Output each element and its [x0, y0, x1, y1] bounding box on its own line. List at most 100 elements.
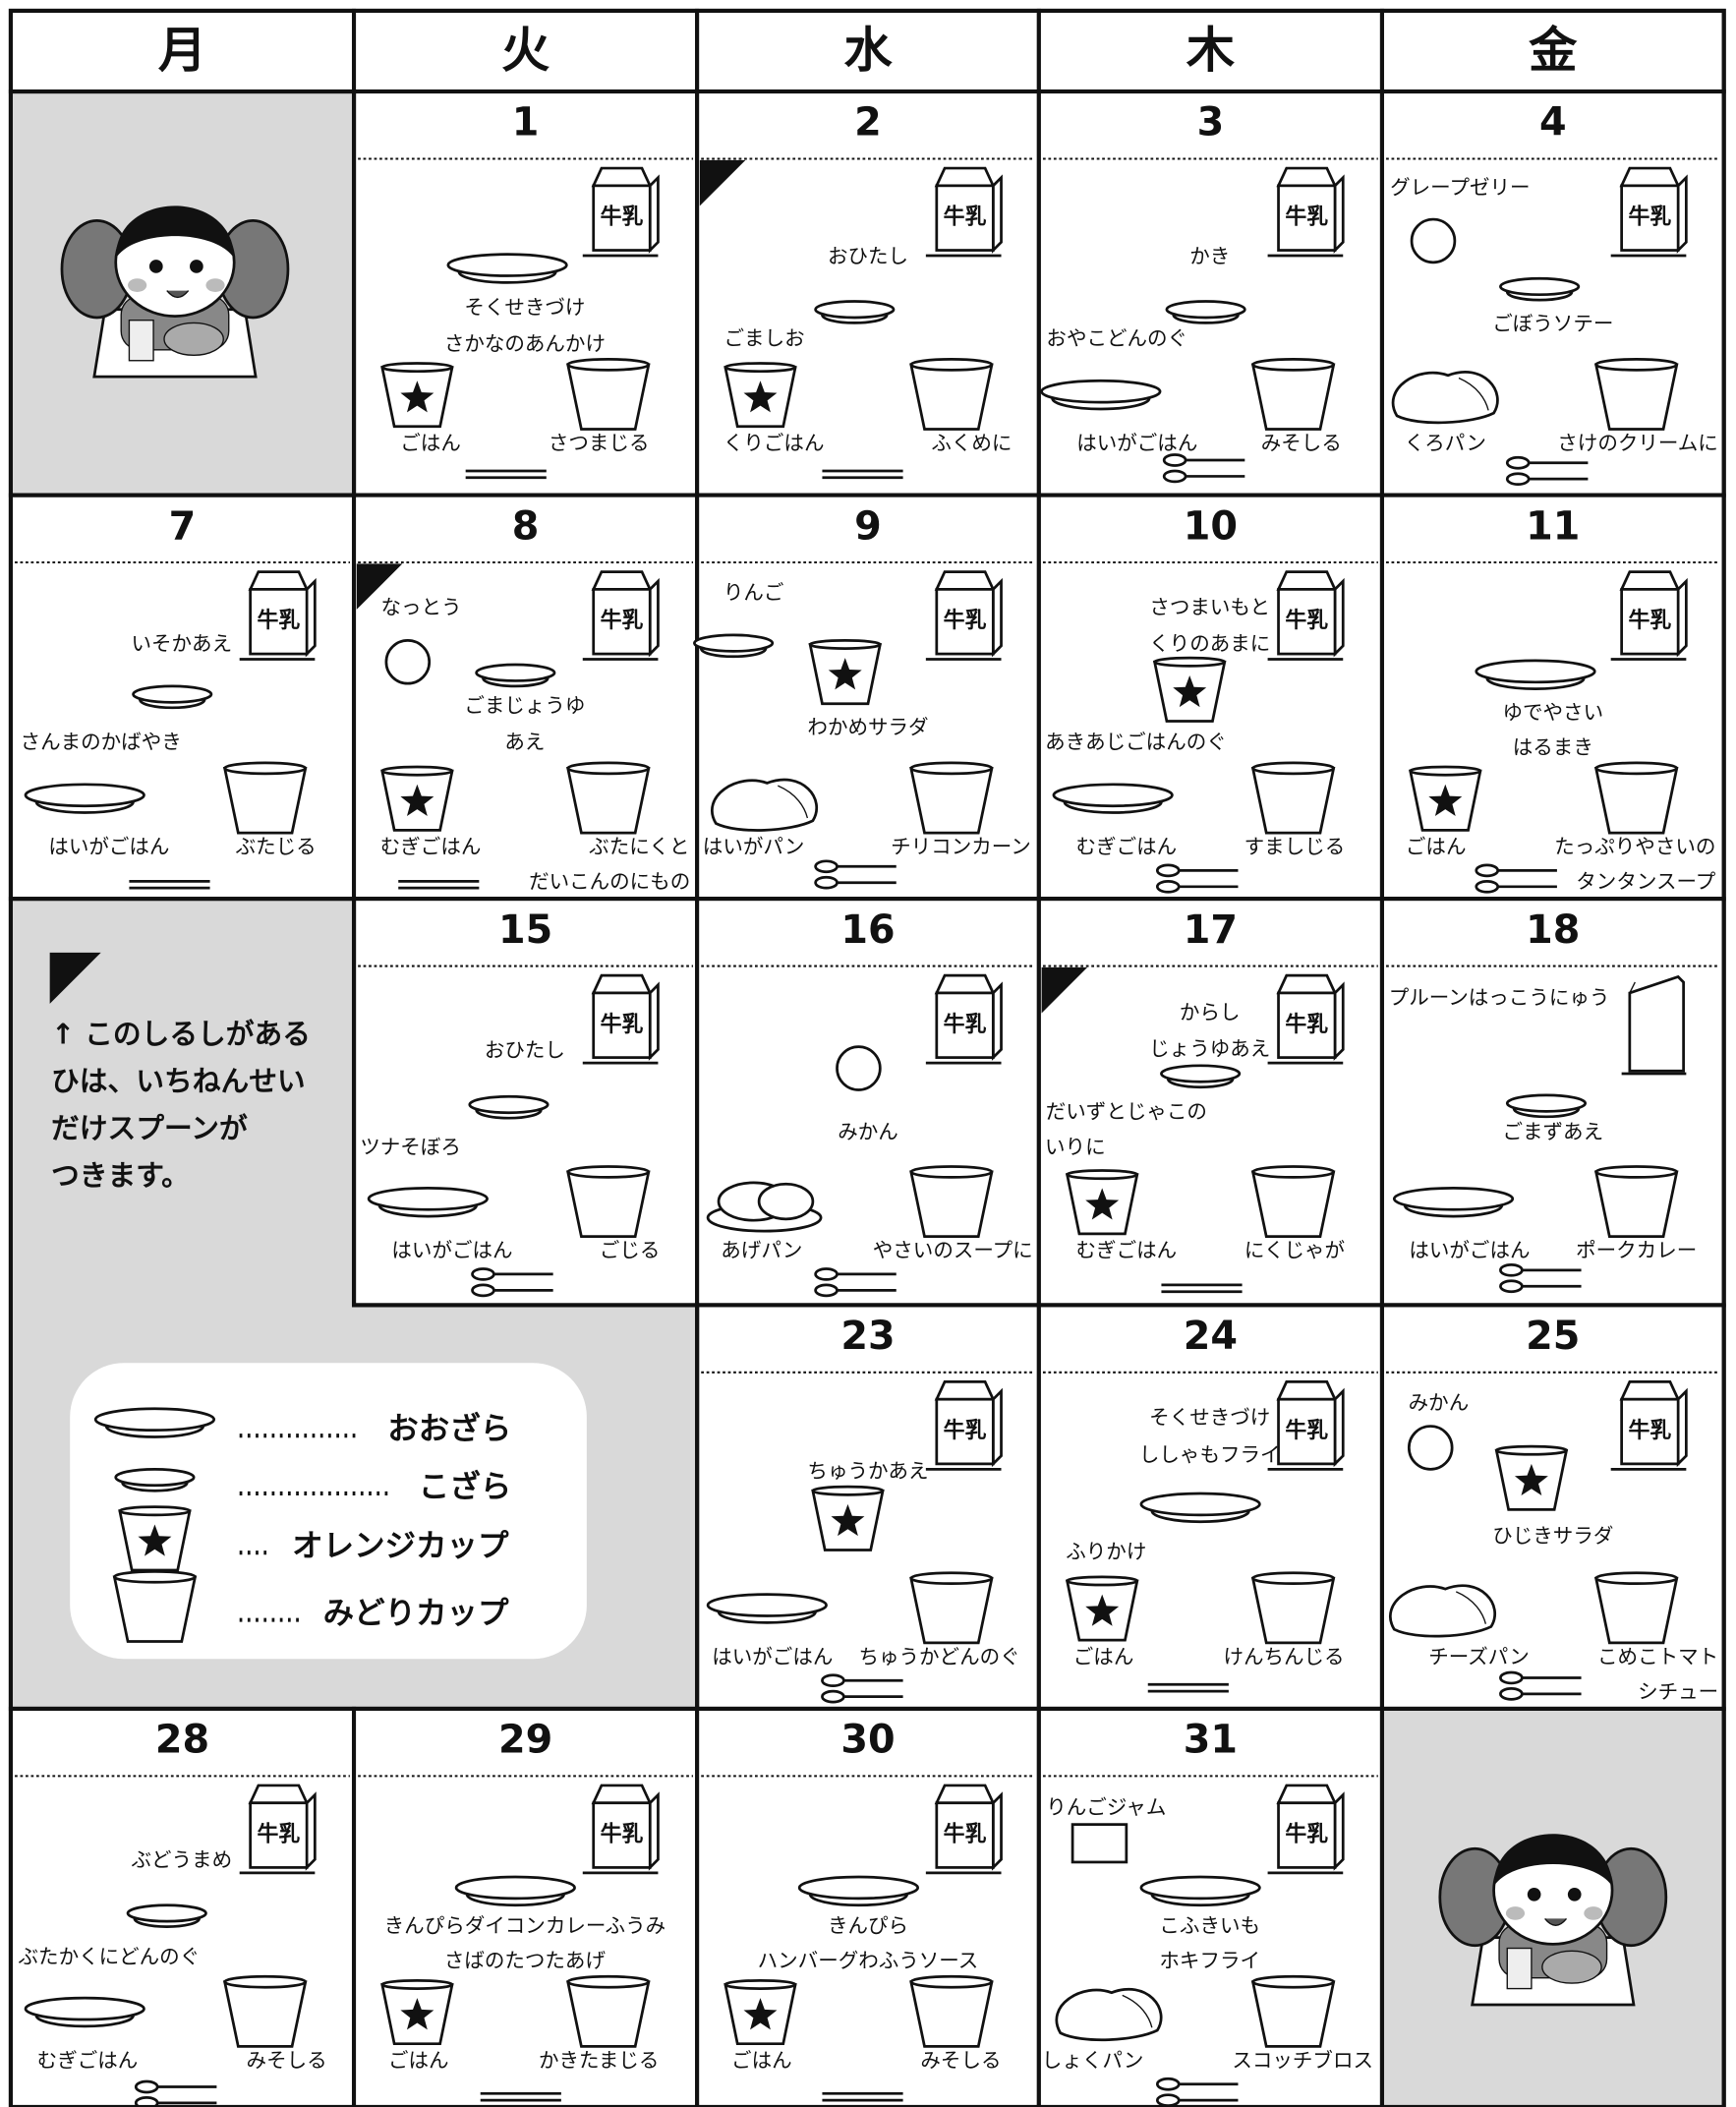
green-cup: [1593, 767, 1679, 835]
cup-rim: [723, 362, 797, 374]
menu-item: さばのたつたあげ: [444, 1949, 607, 1972]
menu-item: ツナそぼろ: [360, 1135, 461, 1158]
glass: [128, 320, 154, 362]
menu-item: からし: [1180, 1000, 1241, 1024]
date: 9: [854, 503, 882, 549]
glass: [1506, 1947, 1533, 1990]
milk-label: 牛乳: [1285, 205, 1328, 230]
date: 10: [1184, 503, 1238, 549]
star: [743, 380, 778, 413]
cup-rim: [380, 362, 454, 374]
cup-rim: [1594, 761, 1679, 776]
milk-label: 牛乳: [258, 608, 301, 633]
big-plate: [367, 1186, 489, 1211]
menu-item: さかなのあんかけ: [444, 331, 606, 355]
menu-item: ハンバーグわふうソース: [758, 1949, 979, 1972]
spoon-head: [814, 875, 839, 890]
milk-label: 牛乳: [1285, 1418, 1328, 1443]
eye: [148, 260, 163, 273]
spoon-head: [821, 1673, 845, 1688]
green-cup: [909, 1576, 994, 1645]
cup-rim: [1409, 765, 1482, 777]
bread-line: [1122, 1994, 1153, 2028]
menu-item: はいがごはん: [1409, 1239, 1530, 1262]
spoon-head: [1475, 879, 1500, 894]
big-plate: [1392, 1186, 1515, 1211]
menu-item: はいがごはん: [1076, 432, 1197, 455]
star: [400, 784, 434, 816]
menu-item: きんぴら: [828, 1914, 908, 1938]
menu-item: ごまじょうゆ: [464, 693, 585, 717]
small-plate: [814, 300, 896, 320]
cup-rim: [566, 1165, 651, 1179]
bread: [1389, 1584, 1497, 1638]
menu-item: いそかあえ: [132, 631, 233, 655]
small-plate: [475, 663, 556, 682]
menu-item: ホキフライ: [1159, 1949, 1260, 1972]
carton-edge: [1629, 981, 1636, 994]
spoon-head: [1499, 1279, 1524, 1294]
menu-item: むぎごはん: [380, 835, 482, 858]
spoon-head: [1505, 472, 1531, 487]
big-plate: [93, 1407, 216, 1433]
spoon-head: [1155, 2093, 1181, 2107]
milk-carton: [592, 588, 652, 656]
green-cup: [566, 1170, 651, 1238]
menu-item: ごはん: [1073, 1645, 1134, 1668]
date: 28: [155, 1718, 209, 1763]
cup-rim: [380, 1978, 454, 1990]
cup-rim: [1153, 656, 1227, 668]
menu-item: さけのクリームに: [1557, 432, 1718, 455]
menu-item: みかん: [1409, 1390, 1470, 1414]
spoon-mark: [356, 563, 403, 610]
menu-item: シチュー: [1638, 1680, 1718, 1704]
menu-item: くりごはん: [723, 432, 825, 455]
milk-label: 牛乳: [944, 608, 987, 633]
cup-rim: [112, 1569, 197, 1584]
small-plate: [132, 684, 213, 704]
green-cup: [112, 1575, 198, 1643]
milk-carton: [934, 166, 996, 188]
cup-rim: [1251, 1974, 1336, 1989]
star: [828, 658, 862, 690]
menu-item: ぶたにくと: [589, 835, 689, 858]
big-plate: [446, 253, 568, 277]
spoon-head: [1155, 863, 1181, 878]
milk-carton: [1619, 570, 1681, 591]
green-cup: [566, 363, 651, 431]
menu-item: ごはん: [388, 2048, 449, 2072]
fruit: [1407, 1425, 1454, 1471]
spoon-mark: [699, 159, 746, 206]
milk-label: 牛乳: [1285, 1012, 1328, 1037]
cup-rim: [566, 761, 651, 776]
spoon-head: [1162, 453, 1187, 467]
menu-item: こめこトマト: [1597, 1645, 1718, 1668]
date: 15: [498, 907, 552, 953]
milk-carton: [1277, 1801, 1337, 1869]
small-plate: [1499, 276, 1581, 297]
green-cup: [566, 767, 651, 835]
milk-carton: [1277, 991, 1337, 1059]
cell-border: [695, 1706, 1041, 2107]
small-plate: [1165, 300, 1246, 320]
hair-top: [1493, 1834, 1613, 1887]
cup-rim: [566, 358, 651, 372]
spoon-head: [1505, 455, 1531, 470]
spoon-head: [1499, 1670, 1524, 1685]
milk-carton: [592, 1801, 652, 1869]
cup-rim: [808, 639, 882, 650]
note-line: だけスプーンが: [51, 1112, 248, 1145]
cell-border: [1036, 1706, 1385, 2107]
menu-item: むぎごはん: [1076, 1239, 1178, 1262]
spoon-head: [471, 1283, 495, 1298]
star: [1428, 784, 1463, 816]
date: 30: [840, 1718, 895, 1763]
date: 3: [1197, 100, 1225, 146]
menu-item: やさいのスープに: [873, 1239, 1033, 1262]
milk-carton: [1277, 588, 1337, 656]
bread-line: [1458, 377, 1489, 411]
milk-label: 牛乳: [601, 608, 644, 633]
